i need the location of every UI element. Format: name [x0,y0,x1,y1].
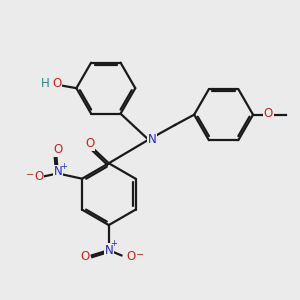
Text: −: − [136,250,144,260]
Text: N: N [104,244,113,256]
Text: +: + [60,162,67,171]
Text: O: O [52,77,62,90]
Text: O: O [264,107,273,120]
Text: N: N [53,165,62,178]
Text: O: O [53,143,62,156]
Text: O: O [34,170,43,183]
Text: −: − [26,170,34,180]
Text: +: + [111,239,118,248]
Text: N: N [148,133,156,146]
Text: O: O [81,250,90,263]
Text: O: O [85,137,94,150]
Text: O: O [127,250,136,263]
Text: H: H [41,77,50,90]
